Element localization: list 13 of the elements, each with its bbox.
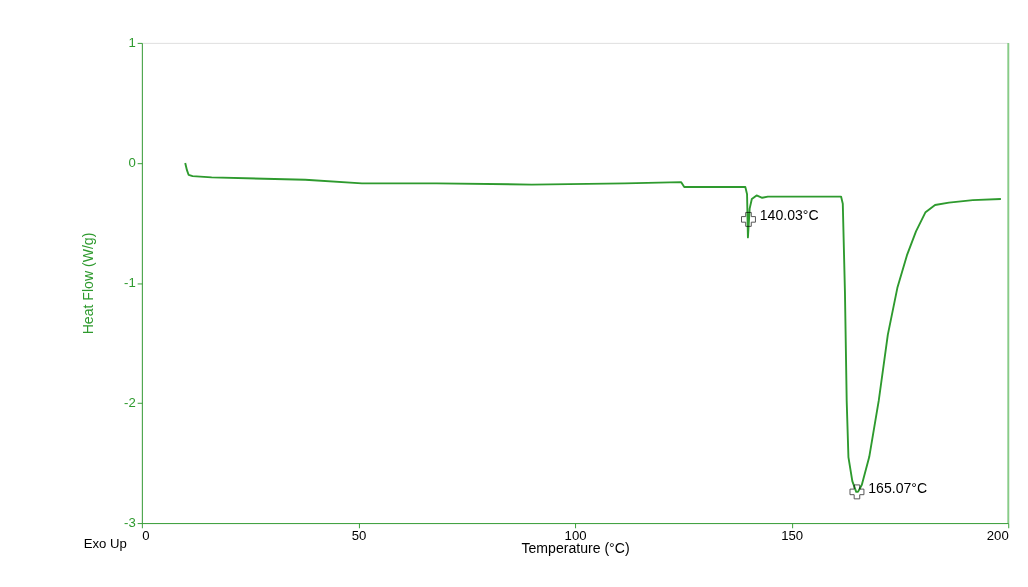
y-tick-label: 1 — [128, 35, 136, 51]
text: Exo Up — [83, 536, 127, 552]
annotation: 140.03°C — [759, 207, 819, 224]
x-tick-label: 200 — [986, 528, 1009, 544]
y-tick-label: -3 — [124, 515, 136, 531]
annotation: 165.07°C — [868, 479, 928, 496]
y-tick-label: 0 — [128, 155, 136, 171]
y-tick-label: -1 — [124, 275, 136, 291]
x-tick-label: 150 — [781, 528, 804, 544]
x-tick-label: 50 — [351, 528, 367, 544]
y-tick-label: -2 — [124, 395, 136, 411]
y-axis-title: Heat Flow (W/g) — [80, 232, 97, 335]
x-tick-label: 0 — [142, 528, 150, 544]
